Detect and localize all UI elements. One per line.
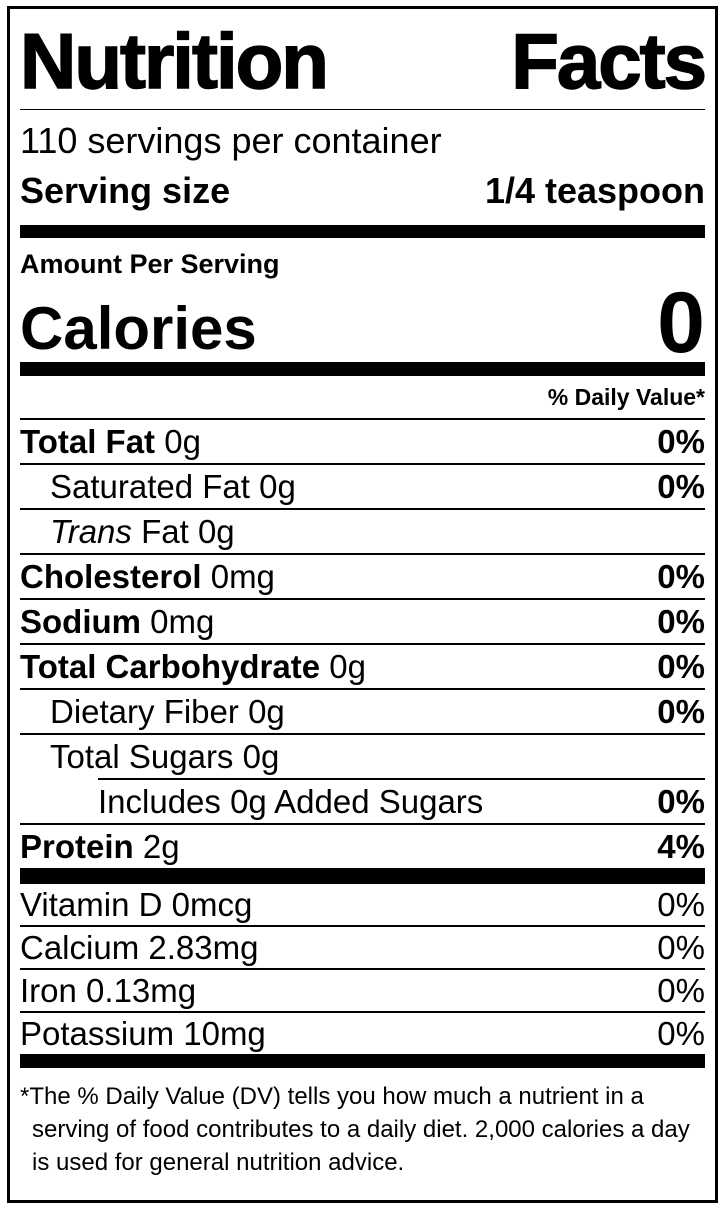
footnote-text: The % Daily Value (DV) tells you how muc… — [29, 1083, 690, 1176]
vitamin-name: Vitamin D 0mcg — [20, 886, 253, 923]
vitamin-row-iron: Iron 0.13mg 0% — [20, 968, 705, 1011]
nutrient-row-total-sugars: Total Sugars 0g — [20, 733, 705, 778]
nutrient-name: Dietary Fiber 0g — [50, 693, 285, 730]
thick-divider-bar — [20, 1054, 705, 1068]
thick-divider-bar — [20, 868, 705, 884]
nutrient-daily-value: 0% — [657, 603, 705, 640]
nutrient-name: Total Fat 0g — [20, 423, 201, 460]
nutrient-row-protein: Protein 2g 4% — [20, 823, 705, 868]
calories-label: Calories — [20, 295, 257, 362]
serving-size-row: Serving size 1/4 teaspoon — [20, 163, 705, 225]
nutrient-row-cholesterol: Cholesterol 0mg 0% — [20, 553, 705, 598]
nutrient-daily-value: 0% — [657, 423, 705, 460]
nutrient-name: Protein 2g — [20, 828, 180, 865]
nutrient-name: Total Sugars 0g — [50, 738, 280, 775]
nutrient-daily-value: 0% — [657, 558, 705, 595]
title-word-facts: Facts — [510, 17, 707, 105]
nutrient-name: Sodium 0mg — [20, 603, 215, 640]
calories-row: Calories 0 — [20, 275, 705, 371]
vitamin-daily-value: 0% — [657, 929, 705, 966]
nutrient-daily-value: 4% — [657, 828, 705, 865]
daily-value-footnote: *The % Daily Value (DV) tells you how mu… — [20, 1068, 705, 1179]
nutrient-name: Total Carbohydrate 0g — [20, 648, 366, 685]
nutrient-row-saturated-fat: Saturated Fat 0g 0% — [20, 463, 705, 508]
vitamin-name: Potassium 10mg — [20, 1015, 266, 1052]
vitamin-row-vitamin-d: Vitamin D 0mcg 0% — [20, 884, 705, 925]
nutrient-row-sodium: Sodium 0mg 0% — [20, 598, 705, 643]
nutrient-name: Trans Fat 0g — [50, 513, 235, 550]
nutrient-row-added-sugars: Includes 0g Added Sugars 0% — [98, 778, 705, 823]
vitamin-name: Calcium 2.83mg — [20, 929, 259, 966]
amount-per-serving-label: Amount Per Serving — [20, 249, 280, 279]
calories-value: 0 — [657, 275, 705, 371]
nutrient-row-total-carbohydrate: Total Carbohydrate 0g 0% — [20, 643, 705, 688]
serving-size-value: 1/4 teaspoon — [484, 170, 705, 211]
nutrient-name: Includes 0g Added Sugars — [98, 783, 484, 820]
nutrient-daily-value: 0% — [657, 468, 705, 505]
vitamin-row-potassium: Potassium 10mg 0% — [20, 1011, 705, 1054]
vitamin-daily-value: 0% — [657, 972, 705, 1009]
vitamin-name: Iron 0.13mg — [20, 972, 197, 1009]
nutrient-name: Cholesterol 0mg — [20, 558, 275, 595]
title-word-nutrition: Nutrition — [19, 17, 329, 105]
vitamin-daily-value: 0% — [657, 886, 705, 923]
vitamin-row-calcium: Calcium 2.83mg 0% — [20, 925, 705, 968]
daily-value-header: % Daily Value* — [547, 384, 705, 410]
nutrition-facts-label: Nutrition Facts 110 servings per contain… — [7, 6, 718, 1203]
nutrient-row-dietary-fiber: Dietary Fiber 0g 0% — [20, 688, 705, 733]
vitamin-daily-value: 0% — [657, 1015, 705, 1052]
nutrient-daily-value: 0% — [657, 648, 705, 685]
footnote-asterisk: * — [20, 1083, 30, 1110]
nutrient-row-total-fat: Total Fat 0g 0% — [20, 418, 705, 463]
thick-divider-bar — [20, 362, 705, 376]
title-divider — [20, 109, 705, 110]
nutrient-daily-value: 0% — [657, 783, 705, 820]
thick-divider-bar — [20, 225, 705, 238]
nutrient-daily-value: 0% — [657, 693, 705, 730]
serving-size-label: Serving size — [20, 170, 231, 211]
label-title: Nutrition Facts — [19, 9, 707, 109]
servings-per-container: 110 servings per container — [20, 120, 442, 161]
nutrient-row-trans-fat: Trans Fat 0g — [20, 508, 705, 553]
nutrient-name: Saturated Fat 0g — [50, 468, 296, 505]
